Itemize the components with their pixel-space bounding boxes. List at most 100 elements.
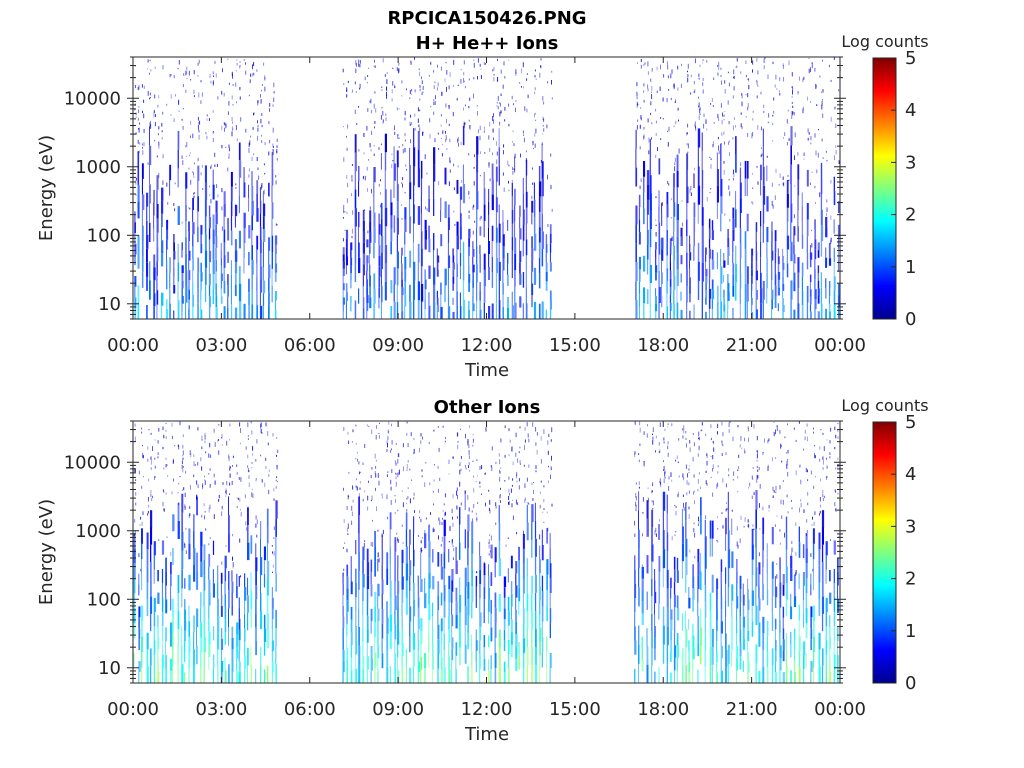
spectrogram-streak xyxy=(150,527,153,545)
spectrogram-streak xyxy=(255,641,257,656)
spectrogram-streak xyxy=(471,602,473,619)
spectrogram-streak xyxy=(701,281,704,301)
spectrogram-streak xyxy=(244,669,246,683)
spectrogram-streak xyxy=(526,647,529,666)
spectrogram-streak xyxy=(522,563,525,579)
spectrogram-streak xyxy=(820,272,822,288)
spectrogram-streak xyxy=(146,532,149,550)
spectrogram-dot xyxy=(154,94,156,99)
spectrogram-streak xyxy=(177,281,179,301)
spectrogram-dot xyxy=(802,78,804,82)
spectrogram-streak xyxy=(268,305,270,319)
spectrogram-dot xyxy=(799,76,800,81)
spectrogram-streak xyxy=(208,566,210,580)
spectrogram-streak xyxy=(397,657,399,671)
spectrogram-streak xyxy=(479,654,481,669)
spectrogram-streak xyxy=(483,563,486,576)
spectrogram-dot xyxy=(402,177,404,181)
spectrogram-streak xyxy=(274,291,277,301)
spectrogram-streak xyxy=(747,672,749,683)
spectrogram-streak xyxy=(495,197,498,213)
spectrogram-dot xyxy=(485,63,487,65)
spectrogram-streak xyxy=(649,229,652,248)
spectrogram-streak xyxy=(443,634,445,651)
spectrogram-dot xyxy=(698,74,700,77)
spectrogram-streak xyxy=(243,212,246,228)
spectrogram-streak xyxy=(514,156,516,173)
spectrogram-streak xyxy=(373,243,375,259)
spectrogram-streak xyxy=(700,515,702,535)
spectrogram-dot xyxy=(658,451,660,454)
spectrogram-dot xyxy=(475,571,477,573)
spectrogram-streak xyxy=(397,606,399,620)
spectrogram-streak xyxy=(476,227,478,246)
spectrogram-dot xyxy=(483,131,485,133)
spectrogram-streak xyxy=(146,305,148,319)
spectrogram-streak xyxy=(638,529,640,549)
spectrogram-streak xyxy=(479,584,481,599)
spectrogram-dot xyxy=(438,447,440,452)
spectrogram-dot xyxy=(547,224,549,227)
spectrogram-streak xyxy=(220,288,222,297)
spectrogram-streak xyxy=(533,182,535,200)
spectrogram-dot xyxy=(811,229,813,232)
colorbar-tick-label: 0 xyxy=(905,309,916,330)
spectrogram-dot xyxy=(728,474,730,477)
spectrogram-streak xyxy=(732,241,734,253)
spectrogram-streak xyxy=(697,602,699,616)
spectrogram-dot xyxy=(794,132,796,138)
spectrogram-streak xyxy=(443,650,445,667)
spectrogram-dot xyxy=(459,481,461,487)
spectrogram-streak xyxy=(641,590,644,602)
spectrogram-streak xyxy=(515,634,518,647)
spectrogram-streak xyxy=(377,608,380,621)
spectrogram xyxy=(134,57,841,319)
spectrogram-streak xyxy=(643,208,645,225)
spectrogram-streak xyxy=(820,241,823,257)
spectrogram-streak xyxy=(818,666,821,683)
spectrogram-streak xyxy=(217,599,219,616)
spectrogram-streak xyxy=(133,623,136,639)
spectrogram-streak xyxy=(259,266,263,280)
spectrogram-dot xyxy=(214,60,216,64)
spectrogram-streak xyxy=(467,632,469,650)
spectrogram-dot xyxy=(533,482,535,483)
spectrogram-streak xyxy=(774,672,777,683)
spectrogram-dot xyxy=(830,539,831,541)
spectrogram-streak xyxy=(200,637,203,653)
spectrogram-streak xyxy=(739,602,741,616)
spectrogram-dot xyxy=(386,474,388,477)
spectrogram-streak xyxy=(746,283,749,302)
spectrogram-dot xyxy=(543,485,545,488)
spectrogram-streak xyxy=(436,248,438,256)
spectrogram-dot xyxy=(643,99,645,103)
spectrogram-dot xyxy=(693,527,695,533)
colorbar-tick-label: 5 xyxy=(905,48,916,69)
spectrogram-dot xyxy=(391,153,393,155)
spectrogram-dot xyxy=(264,75,266,80)
spectrogram-dot xyxy=(344,210,346,213)
spectrogram-streak xyxy=(774,629,776,641)
spectrogram-streak xyxy=(662,625,665,645)
spectrogram-streak xyxy=(751,621,754,637)
spectrogram-dot xyxy=(728,141,730,145)
spectrogram-streak xyxy=(259,239,262,254)
spectrogram-dot xyxy=(535,128,537,134)
spectrogram-streak xyxy=(141,272,144,288)
spectrogram-streak xyxy=(777,287,780,296)
spectrogram-dot xyxy=(457,138,458,143)
spectrogram-dot xyxy=(276,149,278,153)
spectrogram-streak xyxy=(502,258,505,271)
spectrogram-dot xyxy=(688,514,690,519)
spectrogram-dot xyxy=(139,142,141,145)
spectrogram-streak xyxy=(208,605,210,619)
spectrogram-dot xyxy=(179,476,181,478)
spectrogram-streak xyxy=(495,303,497,319)
spectrogram-streak xyxy=(809,289,812,297)
spectrogram-dot xyxy=(468,465,469,468)
spectrogram-streak xyxy=(793,235,795,245)
spectrogram-streak xyxy=(709,628,712,647)
spectrogram-streak xyxy=(655,249,657,258)
spectrogram-streak xyxy=(440,306,443,319)
spectrogram-streak xyxy=(200,225,203,235)
